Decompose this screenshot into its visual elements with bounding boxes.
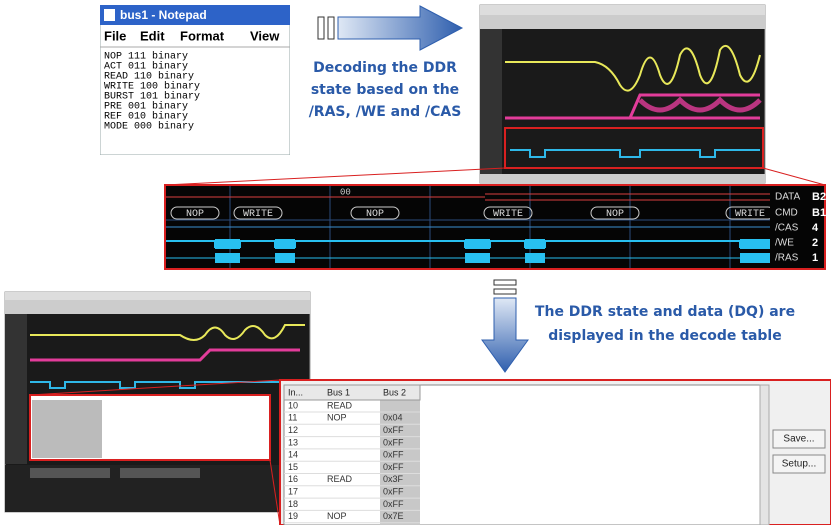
page: {"notepad": {"title": "bus1 - Notepad", … (0, 0, 831, 525)
zoom-connector (763, 168, 825, 185)
command-label: NOP (186, 209, 204, 220)
zoom-connector (165, 168, 505, 185)
menu-item: File (104, 28, 126, 43)
table-cell: 0xFF (383, 437, 404, 447)
table-cell: 16 (288, 474, 298, 484)
scope-screenshot-top (480, 5, 765, 183)
row-label: /RAS (775, 253, 799, 264)
caption-top: Decoding the DDR state based on the/RAS, … (309, 60, 462, 120)
decode-table-window (280, 380, 831, 525)
table-cell: NOP (327, 413, 347, 423)
menu-item: Edit (140, 28, 165, 43)
right-arrow (318, 6, 462, 50)
notepad-icon (104, 9, 115, 21)
table-cell: READ (327, 474, 353, 484)
table-cell: 11 (288, 413, 297, 423)
menu-item: View (250, 28, 280, 43)
zoom-panel: 00 NOP WRITE NOP WRITE NOP WRITE (165, 185, 825, 269)
table-cell: 0xFF (383, 425, 404, 435)
caption-line: state based on the (311, 82, 459, 98)
button-label: Setup... (782, 459, 816, 470)
table-cell: 13 (288, 437, 298, 447)
row-id: B2 (812, 191, 826, 203)
menu-item: Format (180, 28, 225, 43)
table-cell: 0xFF (383, 499, 404, 509)
notepad-line: MODE 000 binary (104, 121, 194, 133)
row-label: DATA (775, 192, 801, 203)
command-label: WRITE (243, 209, 273, 220)
row-id: 2 (812, 237, 818, 249)
table-cell: 17 (288, 486, 298, 496)
data-value: 00 (340, 187, 351, 197)
table-cell: READ (327, 400, 353, 410)
table-cell: 14 (288, 450, 298, 460)
caption-bottom: The DDR state and data (DQ) are displayed… (535, 304, 795, 344)
table-cell: 0x7E (383, 511, 404, 521)
caption-line: Decoding the DDR (313, 60, 457, 76)
illustration: bus1 - Notepad FileEditFormatViewNOP 111… (0, 0, 831, 525)
command-label: NOP (606, 209, 624, 220)
table-cell: 15 (288, 462, 298, 472)
caption-line: displayed in the decode table (548, 328, 781, 344)
row-id: B1 (812, 207, 826, 219)
caption-line: /RAS, /WE and /CAS (309, 104, 462, 120)
scope-screenshot-bottom (5, 292, 310, 512)
row-id: 4 (812, 222, 819, 234)
table-cell: 0x3F (383, 474, 404, 484)
row-label: /CAS (775, 223, 799, 234)
notepad-title: bus1 - Notepad (120, 8, 207, 22)
row-label: /WE (775, 238, 794, 249)
column-header: Bus 1 (327, 387, 350, 397)
column-header: Bus 2 (383, 387, 406, 397)
table-cell: 10 (288, 400, 298, 410)
command-label: NOP (366, 209, 384, 220)
table-cell: 0xFF (383, 450, 404, 460)
table-cell: NOP (327, 511, 347, 521)
table-cell: 0xFF (383, 486, 404, 496)
table-cell: 0xFF (383, 462, 404, 472)
caption-line: The DDR state and data (DQ) are (535, 304, 795, 320)
down-arrow (482, 280, 528, 372)
command-label: WRITE (493, 209, 523, 220)
table-cell: 0x04 (383, 413, 403, 423)
row-id: 1 (812, 252, 818, 264)
table-cell: 12 (288, 425, 298, 435)
column-header: In... (288, 387, 303, 397)
button-label: Save... (783, 434, 814, 445)
table-cell: 19 (288, 511, 298, 521)
row-label: CMD (775, 208, 798, 219)
table-cell: 18 (288, 499, 298, 509)
command-label: WRITE (735, 209, 765, 220)
